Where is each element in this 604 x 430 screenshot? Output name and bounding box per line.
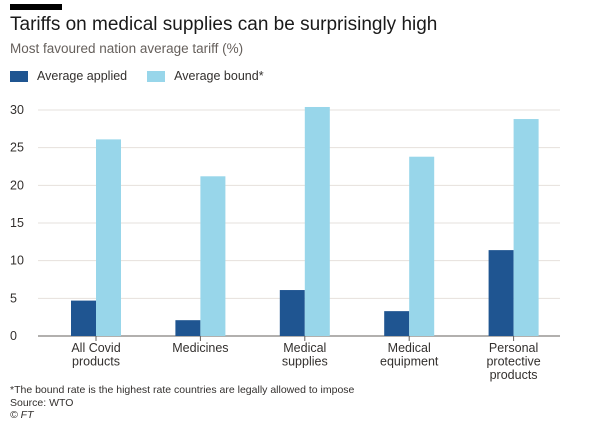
y-tick-label: 15 <box>10 216 24 230</box>
y-tick-label: 30 <box>10 103 24 117</box>
bar-applied-2 <box>279 290 305 336</box>
y-tick-label: 25 <box>10 141 24 155</box>
bar-applied-3 <box>384 311 410 336</box>
y-tick-label: 10 <box>10 254 24 268</box>
x-tick-label: equipment <box>380 355 439 369</box>
source-text: Source: WTO <box>10 396 74 409</box>
footnote-text: *The bound rate is the highest rate coun… <box>10 384 355 396</box>
y-tick-label: 20 <box>10 178 24 192</box>
ft-brand-rule <box>10 4 62 10</box>
bar-bound-1 <box>200 176 226 336</box>
x-tick-label: products <box>72 355 120 369</box>
bar-applied-1 <box>175 320 201 336</box>
bar-applied-4 <box>488 250 514 336</box>
legend-item-bound: Average bound* <box>147 69 264 83</box>
legend: Average applied Average bound* <box>10 68 284 84</box>
legend-item-applied: Average applied <box>10 69 127 83</box>
legend-swatch-applied <box>10 70 28 82</box>
legend-swatch-bound <box>147 70 166 82</box>
x-tick-label: Medical <box>283 341 326 355</box>
bar-bound-0 <box>96 139 121 336</box>
bar-bound-3 <box>409 156 435 336</box>
x-tick-label: Medical <box>388 341 431 355</box>
bar-bound-2 <box>304 106 330 336</box>
copyright-text: © FT <box>10 409 34 421</box>
chart-subtitle: Most favoured nation average tariff (%) <box>10 41 244 56</box>
x-tick-label: supplies <box>282 355 328 369</box>
bar-bound-4 <box>513 119 539 336</box>
x-tick-label: Personal <box>489 341 538 355</box>
y-tick-label: 5 <box>10 291 17 305</box>
bar-applied-0 <box>71 300 96 336</box>
x-tick-label: protective <box>486 355 540 369</box>
legend-label-applied: Average applied <box>37 69 128 83</box>
x-tick-label: products <box>490 368 538 382</box>
x-tick-label: Medicines <box>172 341 228 355</box>
footnote-block: *The bound rate is the highest rate coun… <box>10 384 354 422</box>
chart-title: Tariffs on medical supplies can be surpr… <box>10 14 438 35</box>
x-tick-label: All Covid <box>71 341 120 355</box>
y-tick-label: 0 <box>10 329 17 343</box>
legend-label-bound: Average bound* <box>174 69 264 83</box>
